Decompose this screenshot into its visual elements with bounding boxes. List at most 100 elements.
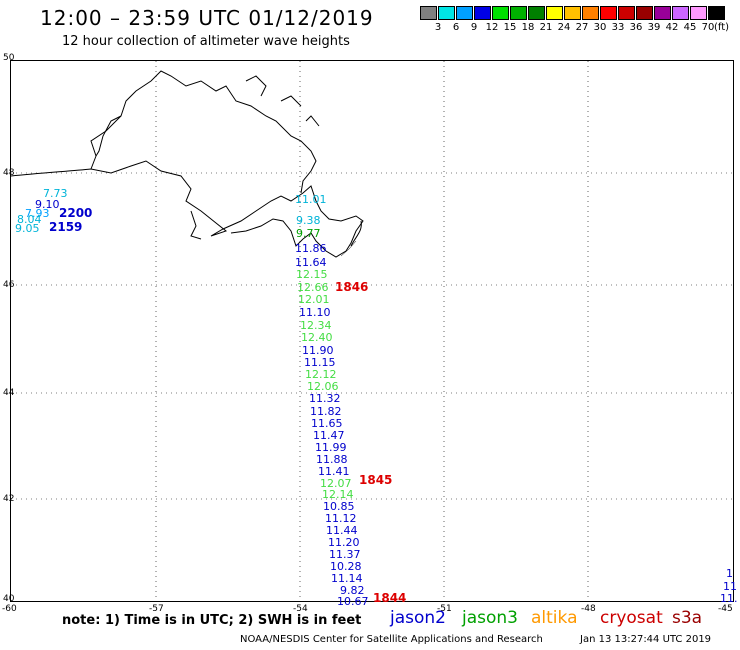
scale-swatch — [672, 6, 689, 20]
map-subtitle: 12 hour collection of altimeter wave hei… — [62, 34, 350, 49]
lat-label: 46 — [3, 280, 15, 290]
scale-label: 24 — [557, 22, 571, 33]
obs-value: 9.77 — [296, 227, 321, 240]
obs-value: 12.01 — [298, 293, 330, 306]
scale-label: 39 — [647, 22, 661, 33]
scale-label: 12 — [485, 22, 499, 33]
obs-value: 11.15 — [304, 356, 336, 369]
obs-value: 10.67 — [337, 595, 369, 608]
obs-value: 11.86 — [295, 242, 327, 255]
obs-time: 1846 — [335, 280, 369, 294]
scale-label: 18 — [521, 22, 535, 33]
obs-value: 11.37 — [329, 548, 361, 561]
obs-value: 9.10 — [35, 198, 60, 211]
scale-swatch — [420, 6, 437, 20]
obs-value: 11 — [723, 580, 737, 593]
lon-label: -45 — [718, 604, 733, 614]
scale-swatch — [546, 6, 563, 20]
obs-value: 12.07 — [320, 477, 352, 490]
obs-value: 10.28 — [330, 560, 362, 573]
east-coastline — [340, 240, 357, 257]
lat-label: 40 — [3, 594, 15, 604]
obs-value: 11.44 — [326, 524, 358, 537]
scale-label: 36 — [629, 22, 643, 33]
lat-label: 48 — [3, 168, 15, 178]
scale-swatch — [618, 6, 635, 20]
obs-value: 11.41 — [318, 465, 350, 478]
scale-label: 9 — [470, 22, 478, 33]
legend-cryosat: cryosat — [600, 608, 663, 628]
scale-label: 6 — [452, 22, 460, 33]
lat-label: 44 — [3, 388, 15, 398]
coastline — [11, 70, 364, 258]
map-title: 12:00 – 23:59 UTC 01/12/2019 — [40, 6, 374, 30]
obs-value: 1 — [726, 567, 733, 580]
obs-value: 7.73 — [43, 187, 68, 200]
scale-label: 33 — [611, 22, 625, 33]
scale-swatch — [654, 6, 671, 20]
note-text: note: 1) Time is in UTC; 2) SWH is in fe… — [62, 613, 362, 628]
obs-value: 11. — [720, 592, 738, 605]
obs-value: 12.34 — [300, 319, 332, 332]
obs-value: 12.14 — [322, 488, 354, 501]
obs-value: 11.47 — [313, 429, 345, 442]
obs-value: 12.40 — [301, 331, 333, 344]
obs-time: 1845 — [359, 473, 393, 487]
legend-jason2: jason2 — [390, 608, 446, 628]
obs-value: 11.82 — [310, 405, 342, 418]
obs-value: 11.14 — [331, 572, 363, 585]
obs-value: 11.01 — [295, 193, 327, 206]
scale-swatch — [600, 6, 617, 20]
scale-swatch — [690, 6, 707, 20]
obs-value: 11.90 — [302, 344, 334, 357]
scale-label: 15 — [503, 22, 517, 33]
obs-value: 9.05 — [15, 222, 40, 235]
scale-label: 42 — [665, 22, 679, 33]
lon-label: -54 — [293, 604, 308, 614]
lon-label: -57 — [149, 604, 164, 614]
lon-label: -51 — [437, 604, 452, 614]
scale-label: 21 — [539, 22, 553, 33]
lon-label: -60 — [2, 604, 17, 614]
graticule — [11, 61, 733, 601]
lat-label: 50 — [3, 53, 15, 63]
legend-s3a: s3a — [672, 608, 703, 628]
map-canvas — [11, 61, 733, 601]
obs-value: 11.12 — [325, 512, 357, 525]
obs-value: 9.82 — [340, 584, 365, 597]
obs-value: 11.99 — [315, 441, 347, 454]
obs-value: 9.38 — [296, 214, 321, 227]
obs-value: 11.32 — [309, 392, 341, 405]
obs-time: 2200 — [59, 206, 93, 220]
lon-label: -48 — [581, 604, 596, 614]
scale-swatch — [492, 6, 509, 20]
legend-altika: altika — [531, 608, 578, 628]
scale-label: 30 — [593, 22, 607, 33]
obs-time: 1844 — [373, 591, 407, 605]
lat-label: 42 — [3, 494, 15, 504]
scale-swatch — [456, 6, 473, 20]
scale-swatch — [510, 6, 527, 20]
obs-value: 7.93 — [25, 207, 50, 220]
obs-value: 11.64 — [295, 256, 327, 269]
scale-swatch — [708, 6, 725, 20]
obs-value: 11.20 — [328, 536, 360, 549]
scale-label: 70 — [701, 22, 715, 33]
obs-value: 12.66 — [297, 281, 329, 294]
footer-timestamp: Jan 13 13:27:44 UTC 2019 — [580, 634, 712, 645]
scale-swatch — [474, 6, 491, 20]
obs-value: 12.06 — [307, 380, 339, 393]
scale-label: 45 — [683, 22, 697, 33]
obs-value: 11.88 — [316, 453, 348, 466]
map-frame: 50 48 46 44 42 40 7.73 9.10 7.93 8.04 9.… — [3, 53, 738, 608]
obs-value: 8.04 — [17, 213, 42, 226]
scale-swatch — [438, 6, 455, 20]
obs-time: 2159 — [49, 220, 83, 234]
legend-jason3: jason3 — [462, 608, 518, 628]
scale-label: 3 — [434, 22, 442, 33]
obs-value: 11.10 — [299, 306, 331, 319]
obs-value: 12.12 — [305, 368, 337, 381]
obs-value: 12.15 — [296, 268, 328, 281]
footer-credit: NOAA/NESDIS Center for Satellite Applica… — [240, 634, 543, 645]
scale-swatch — [528, 6, 545, 20]
